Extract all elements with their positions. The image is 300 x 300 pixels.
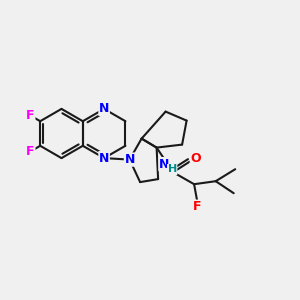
Text: N: N	[124, 153, 135, 166]
Text: O: O	[190, 152, 201, 165]
Text: F: F	[26, 145, 35, 158]
Text: F: F	[26, 109, 35, 122]
Text: N: N	[99, 102, 109, 116]
Text: H: H	[168, 164, 177, 175]
Text: N: N	[159, 158, 169, 171]
Text: N: N	[99, 152, 109, 165]
Text: F: F	[193, 200, 201, 213]
